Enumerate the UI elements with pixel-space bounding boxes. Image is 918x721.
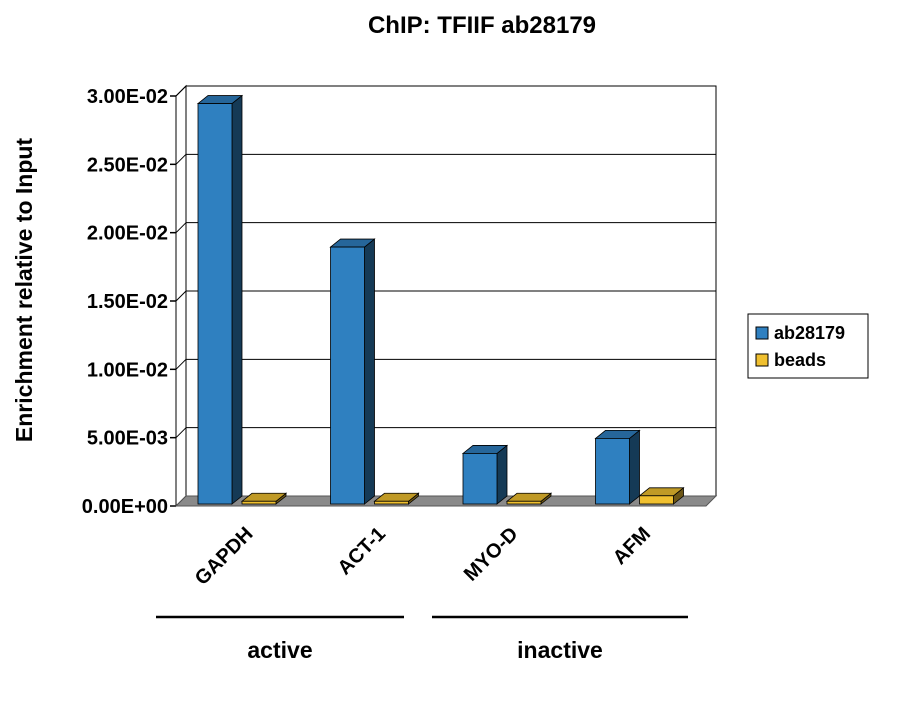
gridline-side	[175, 153, 187, 165]
bar-front	[197, 103, 233, 505]
chart-title: ChIP: TFIIF ab28179	[368, 12, 596, 39]
bar-ab28179-AFM	[594, 429, 641, 505]
group-label: inactive	[517, 637, 603, 663]
bar-ab28179-GAPDH	[196, 94, 244, 505]
gridline-side	[175, 427, 187, 439]
y-tick-label: 5.00E-03	[87, 428, 168, 450]
y-tick-label: 0.00E+00	[82, 496, 168, 518]
category-label: MYO-D	[460, 523, 523, 586]
gridline-side	[175, 358, 187, 370]
bar-beads-MYO-D	[505, 492, 553, 505]
bar-front	[374, 500, 409, 505]
legend-swatch	[755, 353, 769, 367]
legend-label: ab28179	[774, 323, 845, 343]
gridline-side	[175, 85, 187, 97]
bar-front	[330, 246, 365, 505]
category-label: AFM	[609, 523, 655, 569]
category-label: ACT-1	[334, 523, 390, 579]
group-label: active	[247, 637, 312, 663]
gridline-side	[175, 290, 187, 302]
y-tick-label: 2.50E-02	[87, 154, 168, 176]
bar-side	[231, 94, 243, 505]
y-axis-label: Enrichment relative to Input	[11, 138, 37, 442]
y-tick-label: 2.00E-02	[87, 223, 168, 245]
bar-side	[496, 444, 508, 505]
bars	[196, 94, 685, 505]
floor-plane	[174, 495, 718, 507]
category-labels: GAPDH ACT-1 MYO-D AFM	[191, 523, 655, 590]
bar-front	[241, 500, 277, 505]
gridline-side	[175, 222, 187, 234]
bar-front	[462, 453, 498, 505]
y-axis-ticks: 0.00E+00 5.00E-03 1.00E-02 1.50E-02 2.00E-02…	[82, 86, 176, 518]
gridlines	[175, 85, 716, 439]
bar-side	[364, 238, 375, 505]
bar-ab28179-MYO-D	[461, 444, 509, 505]
plot-floor	[174, 495, 718, 507]
legend: ab28179 beads	[747, 313, 869, 379]
y-tick-label: 1.00E-02	[87, 359, 168, 381]
bar-beads-ACT-1	[373, 492, 420, 505]
bar-side	[629, 429, 640, 505]
y-tick-label: 1.50E-02	[87, 291, 168, 313]
bar-front	[595, 437, 630, 505]
y-tick-label: 3.00E-02	[87, 86, 168, 108]
category-label: GAPDH	[191, 523, 258, 590]
bar-beads-AFM	[638, 486, 685, 505]
legend-label: beads	[774, 350, 826, 370]
bar-front	[506, 500, 542, 505]
bar-ab28179-ACT-1	[329, 238, 376, 505]
legend-box	[747, 313, 869, 379]
group-brackets: active inactive	[156, 615, 688, 663]
bar-beads-GAPDH	[240, 492, 288, 505]
legend-swatch	[755, 326, 769, 340]
bar-front	[639, 495, 674, 505]
